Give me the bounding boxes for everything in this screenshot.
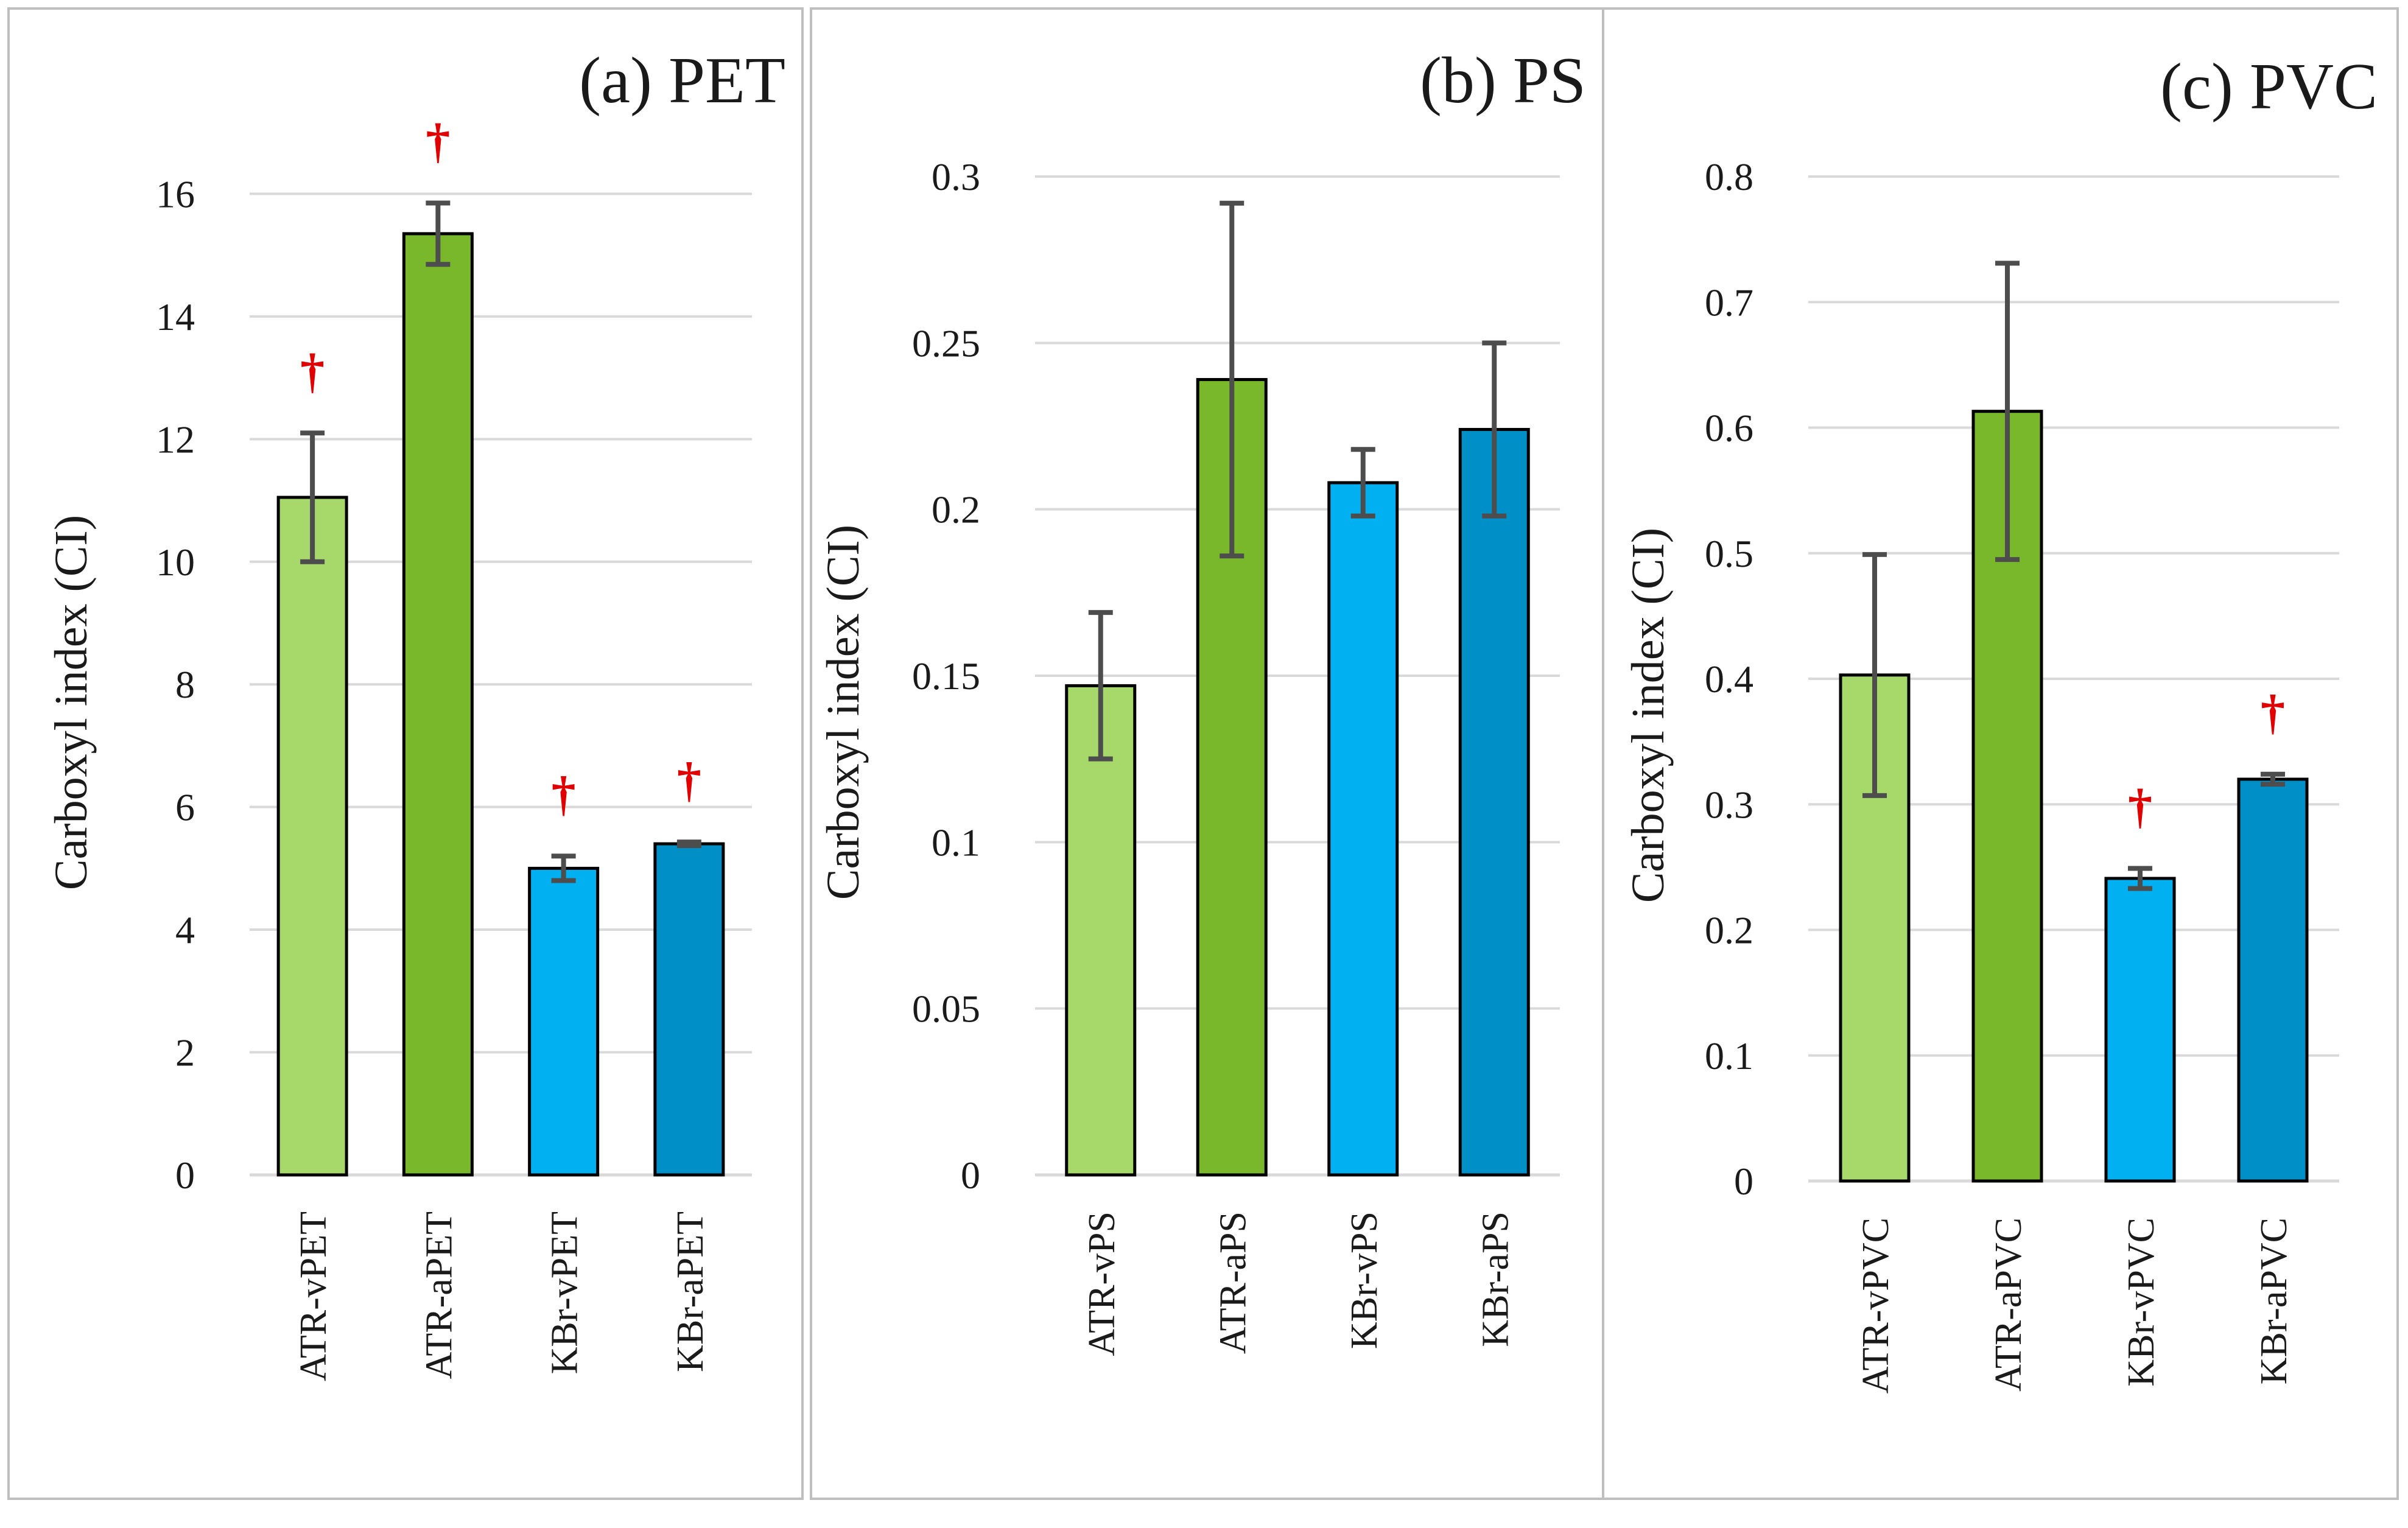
error-bar-KBr-vPS [1350,447,1375,519]
panel-title: (a) PET [579,44,785,117]
bar-ATR-aPS [1196,377,1268,1177]
y-tick-label: 12 [156,418,195,461]
x-tick-label: ATR-vPS [1081,1211,1123,1356]
error-bar-ATR-aPET [426,200,451,267]
error-bar-KBr-vPET [551,853,576,883]
y-tick-label: 10 [156,541,195,584]
significance-marker: † [300,345,325,398]
panel-2: 0 0.05 0.1 0.15 0.2 0.25 0.3 (b) PS Carboxyl ind… [810,7,1604,1500]
y-tick-label: 14 [156,295,195,338]
error-bar-ATR-aPVC [1995,261,2020,562]
panel-border [1602,7,2399,1500]
x-tick-label: KBr-vPS [1344,1211,1385,1349]
y-tick-label: 6 [175,786,195,829]
y-tick-label: 0.15 [912,654,980,698]
x-tick-label: ATR-vPET [293,1211,334,1381]
error-bar-KBr-aPET [676,839,701,849]
y-tick-label: 0.1 [1705,1034,1753,1078]
bar-ATR-aPET [402,232,474,1177]
bar-KBr-aPET [653,842,725,1177]
y-tick-label: 0.6 [1705,407,1753,450]
y-axis-label: Carboxyl index (CI) [1623,528,1674,903]
y-tick-label: 0.8 [1705,155,1753,198]
y-tick-label: 8 [175,663,195,706]
bar-KBr-vPS [1327,481,1399,1177]
x-tick-label: KBr-aPS [1475,1211,1516,1347]
error-bar-ATR-vPS [1088,610,1113,762]
y-tick-label: 0.05 [912,987,980,1031]
error-bar-KBr-aPVC [2261,771,2285,787]
y-tick-label: 0 [961,1154,980,1197]
x-tick-label: KBr-vPVC [2121,1218,2162,1387]
bar-KBr-aPS [1458,427,1530,1177]
error-bar-ATR-vPET [300,430,325,564]
error-bar-ATR-aPS [1220,200,1244,559]
bar-ATR-vPET [276,496,348,1177]
error-bar-KBr-vPVC [2128,866,2152,891]
bar-ATR-vPS [1065,684,1137,1177]
x-tick-label: KBr-aPET [670,1211,711,1372]
y-tick-label: 0 [175,1154,195,1197]
panel-border [7,7,804,1500]
y-tick-label: 0.4 [1705,657,1753,701]
y-axis-label: Carboxyl index (CI) [818,525,869,900]
x-tick-label: KBr-vPET [544,1211,586,1374]
y-tick-label: 0 [1734,1160,1753,1203]
y-tick-label: 0.3 [932,155,980,198]
bar-KBr-aPVC [2237,777,2309,1183]
significance-marker: † [426,115,450,169]
x-tick-label: ATR-aPS [1212,1211,1254,1354]
y-tick-label: 16 [156,172,195,216]
x-tick-label: ATR-aPVC [1988,1218,2029,1392]
y-tick-label: 0.25 [912,321,980,365]
y-tick-label: 4 [175,908,195,951]
significance-marker: † [552,768,576,821]
y-tick-label: 0.2 [932,488,980,531]
y-tick-label: 0.7 [1705,281,1753,324]
y-axis-label: Carboxyl index (CI) [46,515,97,890]
panel-title: (c) PVC [2160,51,2378,123]
bar-KBr-vPVC [2104,877,2176,1183]
error-bar-ATR-vPVC [1862,552,1887,798]
significance-marker: † [2261,686,2285,740]
significance-marker: † [2128,780,2152,833]
y-tick-label: 2 [175,1031,195,1074]
panel-3: 0 0.1 0.2 0.3 0.4 0.5 0.6 0.7 0.8 (c) PVC Carboxyl… [1602,7,2399,1500]
bar-KBr-vPET [528,866,600,1177]
panel-1: 0 2 4 6 8 10 12 14 16 (a) PET Carboxyl index (CI) †… [7,7,804,1500]
y-tick-label: 0.5 [1705,532,1753,575]
y-tick-label: 0.1 [932,821,980,864]
x-tick-label: KBr-aPVC [2253,1218,2295,1384]
x-tick-label: ATR-vPVC [1855,1218,1897,1393]
panel-title: (b) PS [1420,44,1586,117]
error-bar-KBr-aPS [1482,340,1507,519]
significance-marker: † [677,754,701,807]
y-tick-label: 0.3 [1705,783,1753,826]
y-tick-label: 0.2 [1705,909,1753,952]
x-tick-label: ATR-aPET [418,1211,460,1379]
panels: 0 2 4 6 8 10 12 14 16 (a) PET Carboxyl index (CI) †… [7,7,2399,1500]
